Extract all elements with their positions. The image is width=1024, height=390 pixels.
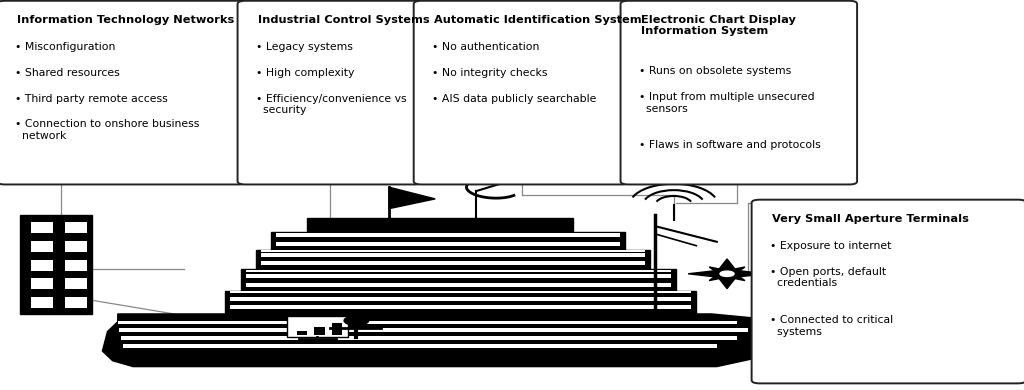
Polygon shape xyxy=(276,242,620,246)
Polygon shape xyxy=(727,269,766,278)
Polygon shape xyxy=(332,323,342,335)
Text: • Input from multiple unsecured
  sensors: • Input from multiple unsecured sensors xyxy=(639,92,815,113)
Polygon shape xyxy=(246,270,671,272)
Polygon shape xyxy=(31,260,53,271)
Polygon shape xyxy=(31,297,53,308)
Polygon shape xyxy=(102,314,773,367)
Polygon shape xyxy=(261,261,645,265)
Polygon shape xyxy=(276,233,620,237)
Polygon shape xyxy=(261,250,645,252)
Polygon shape xyxy=(20,215,92,314)
Text: • Connection to onshore business
  network: • Connection to onshore business network xyxy=(15,119,200,141)
Text: • Connected to critical
  systems: • Connected to critical systems xyxy=(770,315,893,337)
Polygon shape xyxy=(716,274,738,289)
Polygon shape xyxy=(297,331,307,335)
Polygon shape xyxy=(31,278,53,289)
FancyBboxPatch shape xyxy=(238,1,423,184)
Polygon shape xyxy=(716,259,738,274)
Text: • Exposure to internet: • Exposure to internet xyxy=(770,241,892,251)
Text: • Runs on obsolete systems: • Runs on obsolete systems xyxy=(639,66,792,76)
Polygon shape xyxy=(307,218,573,232)
Text: • High complexity: • High complexity xyxy=(256,68,354,78)
Polygon shape xyxy=(121,336,737,340)
Polygon shape xyxy=(65,297,87,308)
Polygon shape xyxy=(271,232,625,250)
Text: • Efficiency/convenience vs
  security: • Efficiency/convenience vs security xyxy=(256,94,407,115)
Polygon shape xyxy=(246,283,671,287)
Polygon shape xyxy=(123,344,717,348)
Polygon shape xyxy=(230,291,691,293)
Text: Electronic Chart Display
Information System: Electronic Chart Display Information Sys… xyxy=(641,15,796,36)
Polygon shape xyxy=(261,253,645,257)
Text: • Shared resources: • Shared resources xyxy=(15,68,120,78)
Polygon shape xyxy=(722,272,744,280)
Polygon shape xyxy=(31,222,53,233)
Polygon shape xyxy=(710,267,732,276)
Polygon shape xyxy=(118,321,737,324)
Polygon shape xyxy=(31,241,53,252)
Polygon shape xyxy=(65,278,87,289)
Text: • Flaws in software and protocols: • Flaws in software and protocols xyxy=(639,140,820,151)
Polygon shape xyxy=(241,269,676,291)
FancyBboxPatch shape xyxy=(414,1,630,184)
Text: • Legacy systems: • Legacy systems xyxy=(256,42,353,52)
Text: • Third party remote access: • Third party remote access xyxy=(15,94,168,104)
Text: Information Technology Networks: Information Technology Networks xyxy=(17,15,234,25)
Text: • No authentication: • No authentication xyxy=(432,42,540,52)
Polygon shape xyxy=(65,260,87,271)
FancyBboxPatch shape xyxy=(621,1,857,184)
FancyBboxPatch shape xyxy=(0,1,247,184)
FancyBboxPatch shape xyxy=(752,200,1024,383)
Polygon shape xyxy=(256,250,650,269)
Circle shape xyxy=(344,316,369,325)
Polygon shape xyxy=(119,328,748,332)
Polygon shape xyxy=(246,274,671,278)
Text: • AIS data publicly searchable: • AIS data publicly searchable xyxy=(432,94,597,104)
Text: Very Small Aperture Terminals: Very Small Aperture Terminals xyxy=(772,214,969,224)
Text: • Misconfiguration: • Misconfiguration xyxy=(15,42,116,52)
Polygon shape xyxy=(225,291,696,314)
Polygon shape xyxy=(230,297,691,301)
Text: Automatic Identification System: Automatic Identification System xyxy=(434,15,642,25)
Polygon shape xyxy=(314,327,325,335)
Polygon shape xyxy=(688,269,727,278)
Polygon shape xyxy=(65,222,87,233)
Polygon shape xyxy=(287,316,348,337)
Polygon shape xyxy=(722,267,744,276)
Text: Industrial Control Systems: Industrial Control Systems xyxy=(258,15,430,25)
Circle shape xyxy=(720,271,734,277)
Polygon shape xyxy=(230,305,691,309)
Text: • Open ports, default
  credentials: • Open ports, default credentials xyxy=(770,267,886,288)
Polygon shape xyxy=(65,241,87,252)
Text: • No integrity checks: • No integrity checks xyxy=(432,68,548,78)
Polygon shape xyxy=(389,187,435,209)
Polygon shape xyxy=(710,272,732,280)
